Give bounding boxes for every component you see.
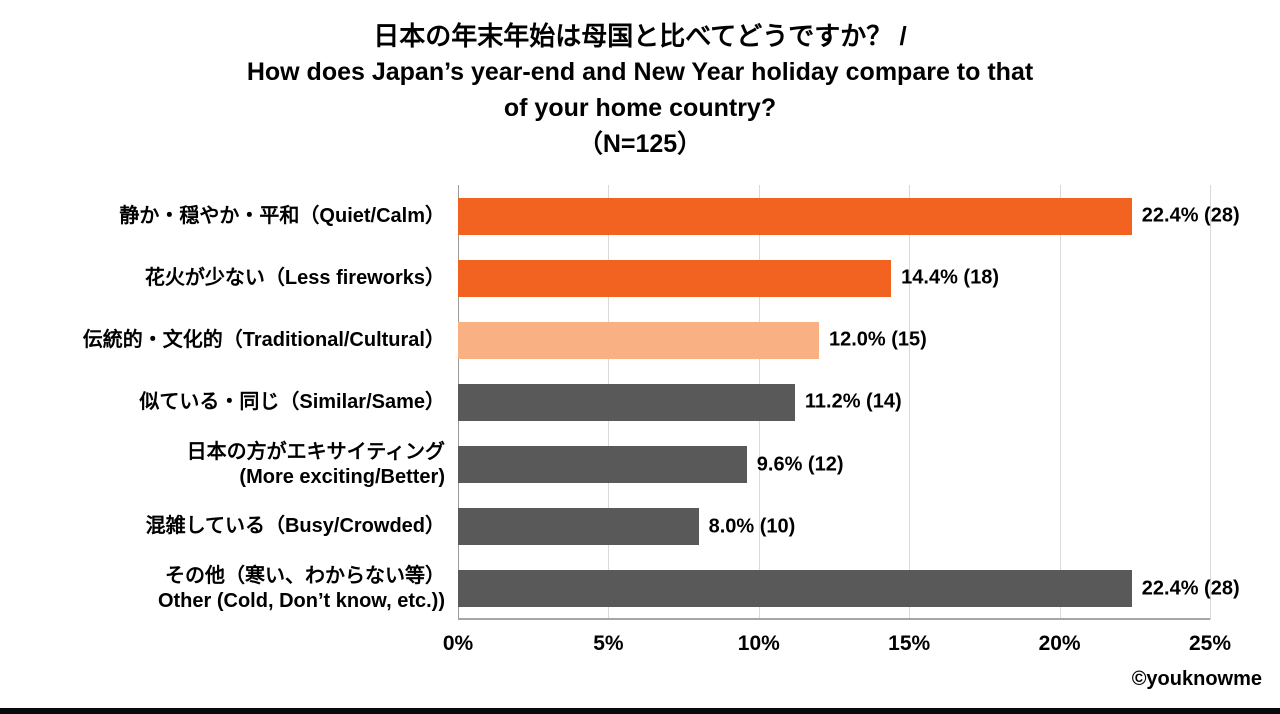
data-label: 22.4% (28) <box>1141 204 1240 227</box>
bar <box>458 570 1132 608</box>
bar-row: 静か・穏やか・平和（Quiet/Calm） 22.4% (28) <box>0 185 1280 247</box>
bar-row: その他（寒い、わからない等） Other (Cold, Don’t know, e… <box>0 558 1280 620</box>
category-label: 静か・穏やか・平和（Quiet/Calm） <box>119 204 445 227</box>
gridline <box>1059 185 1061 620</box>
bar-rows: 静か・穏やか・平和（Quiet/Calm） 22.4% (28) 花火が少ない（Le… <box>0 185 1280 620</box>
x-tick-label: 15% <box>888 632 931 655</box>
bar-row: 日本の方がエキサイティング (More exciting/Better) 9.6% … <box>0 434 1280 496</box>
bar-row: 似ている・同じ（Similar/Same） 11.2% (14) <box>0 371 1280 433</box>
category-label: 混雑している（Busy/Crowded） <box>145 515 445 538</box>
data-label: 12.0% (15) <box>828 328 927 351</box>
data-label: 22.4% (28) <box>1141 577 1240 600</box>
credit-watermark: ©youknowme <box>1131 668 1262 690</box>
bar-row: 花火が少ない（Less fireworks） 14.4% (18) <box>0 247 1280 309</box>
x-tick-label: 0% <box>442 632 474 655</box>
chart-title-english-line2: of your home country? <box>503 94 777 122</box>
chart-sample-size: （N=125） <box>577 130 703 158</box>
bar <box>458 259 892 297</box>
x-tick-label: 5% <box>593 632 624 655</box>
category-label: 花火が少ない（Less fireworks） <box>144 266 445 289</box>
bar <box>458 383 795 421</box>
category-label: その他（寒い、わからない等） Other (Cold, Don’t know, e… <box>157 564 445 612</box>
gridline <box>909 185 911 620</box>
x-tick-label: 25% <box>1188 632 1232 655</box>
x-axis-line <box>458 618 1210 620</box>
x-tick-label: 20% <box>1038 632 1081 655</box>
x-axis-ticks: 0% 5% 10% 15% 20% 25% <box>443 632 1231 662</box>
bar-row: 伝統的・文化的（Traditional/Cultural） 12.0% (15) <box>0 309 1280 371</box>
gridline <box>1210 185 1211 620</box>
bar-track: 22.4% (28) <box>458 197 1240 235</box>
bar-track: 9.6% (12) <box>458 446 1210 484</box>
chart-title-english-line1: How does Japan’s year-end and New Year h… <box>246 58 1034 86</box>
bar-track: 12.0% (15) <box>458 321 1210 359</box>
bar <box>458 321 819 359</box>
data-label: 14.4% (18) <box>901 266 999 289</box>
chart-title: 日本の年末年始は母国と比べてどうですか？ / How does Japan’s … <box>0 18 1280 162</box>
bar-chart: 静か・穏やか・平和（Quiet/Calm） 22.4% (28) 花火が少ない（Le… <box>0 185 1280 620</box>
bar-track: 8.0% (10) <box>458 508 1210 546</box>
data-label: 11.2% (14) <box>804 390 902 413</box>
bar-track: 22.4% (28) <box>458 570 1240 608</box>
bar <box>458 197 1132 235</box>
bar <box>458 446 747 484</box>
category-label: 伝統的・文化的（Traditional/Cultural） <box>82 328 445 351</box>
data-label: 8.0% (10) <box>708 515 796 538</box>
category-label: 日本の方がエキサイティング (More exciting/Better) <box>186 440 445 488</box>
bottom-edge-bar <box>0 708 1280 714</box>
bar-track: 11.2% (14) <box>458 383 1210 421</box>
chart-title-japanese: 日本の年末年始は母国と比べてどうですか？ / <box>373 21 907 51</box>
bar-row: 混雑している（Busy/Crowded） 8.0% (10) <box>0 496 1280 558</box>
bar-track: 14.4% (18) <box>458 259 1210 297</box>
category-label: 似ている・同じ（Similar/Same） <box>139 390 445 413</box>
x-tick-label: 10% <box>737 632 780 655</box>
bar <box>458 508 699 546</box>
data-label: 9.6% (12) <box>756 453 844 476</box>
